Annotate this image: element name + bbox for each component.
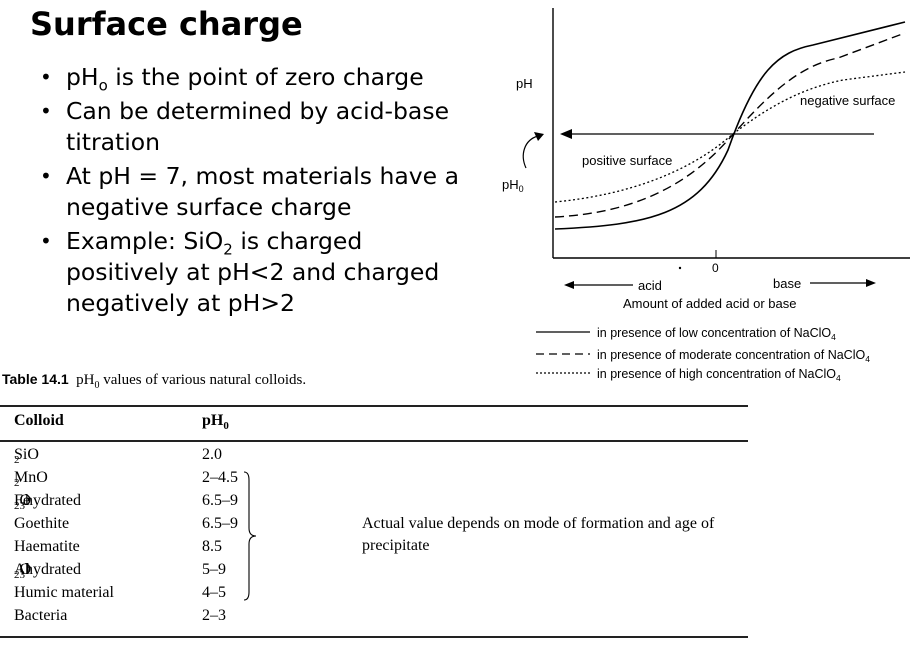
pzc-label: pH0: [502, 177, 524, 194]
y-axis-label: pH: [516, 76, 533, 91]
table-row: MnO 2 2–4.5: [14, 469, 238, 490]
table-row: Humic material 4–5: [14, 584, 226, 601]
acid-arrowhead: [564, 281, 574, 289]
base-arrowhead: [866, 279, 876, 287]
table-bottom-rule: [0, 636, 748, 638]
bullet-item: pHo is the point of zero charge: [40, 62, 460, 93]
curve-low-concentration: [554, 21, 906, 230]
pzc-arrowhead: [560, 129, 572, 139]
curve-moderate-concentration: [554, 32, 906, 218]
zero-label: 0: [712, 261, 719, 275]
base-label: base: [773, 276, 801, 291]
table-row: SiO 2 2.0: [14, 446, 222, 467]
positive-surface-label: positive surface: [582, 153, 672, 168]
slide-title: Surface charge: [30, 5, 303, 43]
header-ph0: pH0: [202, 412, 229, 433]
negative-surface-label: negative surface: [800, 93, 895, 108]
legend-label-high: in presence of high concentration of NaC…: [597, 367, 841, 383]
table-row: Al 2 O 3 hydrated 5–9: [14, 561, 226, 582]
curve-high-concentration: [554, 71, 906, 203]
small-dot: [678, 266, 682, 270]
titration-figure: pH pH0 positive surface negative surface…: [502, 8, 910, 383]
bullet-list: pHo is the point of zero charge Can be d…: [40, 62, 460, 322]
table-row: Goethite 6.5–9: [14, 515, 238, 532]
bullet-item: At pH = 7, most materials have a negativ…: [40, 161, 460, 223]
acid-label: acid: [638, 278, 662, 293]
table-row: Bacteria 2–3: [14, 607, 226, 624]
table-header-rule: [0, 440, 748, 442]
pzc-callout-arrow: [522, 135, 539, 169]
bullet-item: Can be determined by acid-base titration: [40, 96, 460, 158]
table-note: Actual value depends on mode of formatio…: [362, 515, 715, 554]
bullet-item: Example: SiO2 is charged positively at p…: [40, 226, 460, 319]
table-row: Haematite 8.5: [14, 538, 222, 555]
header-colloid: Colloid: [14, 412, 64, 429]
pzc-callout-arrowhead: [534, 132, 544, 141]
table-caption: Table 14.1 pH0 values of various natural…: [2, 371, 307, 391]
table-top-rule: [0, 405, 748, 407]
table-row: Fe 2 O 3 hydrated 6.5–9: [14, 492, 238, 513]
legend-label-low: in presence of low concentration of NaCl…: [597, 326, 836, 342]
legend-label-moderate: in presence of moderate concentration of…: [597, 348, 870, 364]
x-axis-label: Amount of added acid or base: [623, 296, 796, 311]
grouping-brace: [243, 471, 257, 601]
